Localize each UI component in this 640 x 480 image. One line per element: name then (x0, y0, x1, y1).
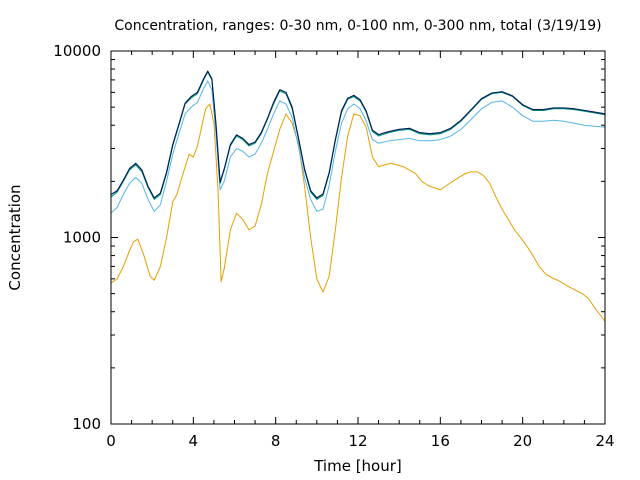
x-tick-label: 0 (106, 432, 116, 450)
x-tick-label: 12 (348, 432, 367, 450)
y-axis-title: Concentration (6, 184, 24, 290)
chart-title: Concentration, ranges: 0-30 nm, 0-100 nm… (114, 18, 601, 34)
series-line-4 (110, 70, 606, 199)
x-tick-label: 4 (189, 432, 199, 450)
x-tick-label: 8 (271, 432, 281, 450)
x-tick-label: 20 (513, 432, 532, 450)
y-tick-label: 1000 (63, 229, 101, 247)
x-tick-label: 24 (595, 432, 614, 450)
series-line-1 (110, 103, 606, 322)
x-axis-title: Time [hour] (313, 457, 402, 475)
ticks-layer: 0 4 8 12 16 20 24 100 1000 10000 (53, 42, 614, 450)
x-tick-label: 16 (431, 432, 450, 450)
series-line-2 (110, 80, 606, 214)
series-line-3 (110, 71, 606, 200)
y-tick-label: 100 (72, 415, 101, 433)
series-layer (110, 70, 606, 322)
y-tick-label: 10000 (53, 42, 101, 60)
